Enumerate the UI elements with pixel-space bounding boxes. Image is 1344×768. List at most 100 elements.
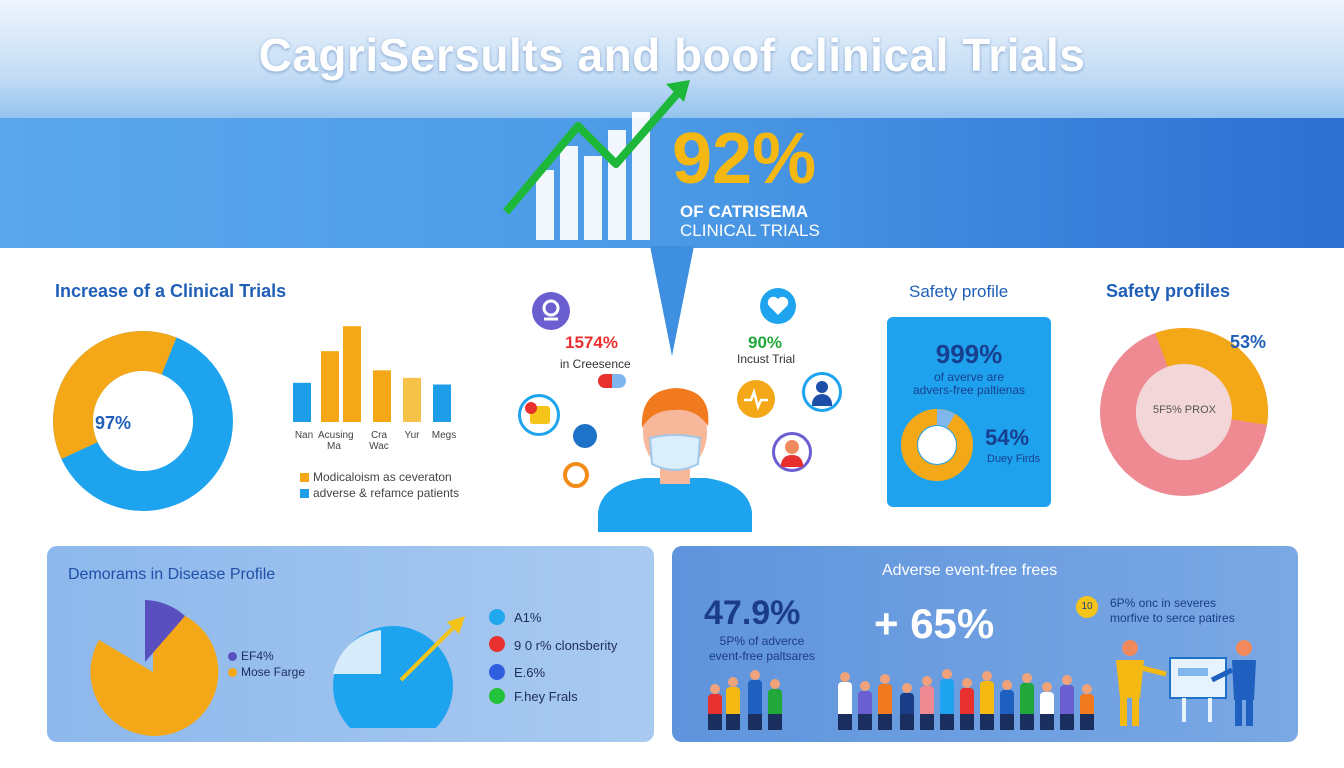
person-figure — [1000, 680, 1014, 730]
person-figure — [980, 671, 994, 730]
center-stat-left-sub: in Creesence — [560, 357, 631, 371]
person-figure — [1020, 673, 1034, 730]
adverse-note: 6P% onc in severes morfive to serce pati… — [1110, 596, 1235, 626]
pie-legend-dot-purple — [228, 652, 237, 661]
page-title: CagriSersults and boof clinical Trials — [258, 29, 1086, 81]
increase-donut-chart — [53, 331, 233, 512]
hero-bar-4 — [608, 130, 626, 240]
safety-profiles-title: Safety profiles — [1106, 281, 1231, 301]
bar-1 — [293, 382, 311, 422]
person-figure — [1040, 682, 1054, 730]
safety-sub-line-2: advers-free paltienas — [912, 383, 1026, 397]
legend-label-2: adverse & refamce patients — [313, 486, 460, 500]
person-figure — [1060, 675, 1074, 730]
dot-navy — [489, 664, 505, 680]
person-figure — [878, 674, 892, 730]
adverse-note-line-2: morfive to serce patires — [1110, 611, 1235, 625]
donut-center-label: 97% — [95, 413, 132, 433]
pulse-icon — [737, 380, 775, 418]
dot-label-1: A1% — [514, 610, 542, 625]
pie-slice-gold — [90, 607, 219, 736]
adverse-plus-value: + 65% — [874, 600, 995, 647]
hero-bar-2 — [560, 146, 578, 240]
bar-tick-label: Megs — [431, 430, 457, 441]
increase-title: Increase of a Clinical Trials — [55, 281, 287, 301]
legend-swatch-blue — [300, 489, 309, 498]
patient-crowd — [708, 664, 1098, 730]
doctor-presentation-illustration — [1116, 640, 1256, 726]
adverse-sub: 5P% of adverce event-free paltsares — [702, 634, 822, 664]
hero-percentage: 92% — [672, 119, 817, 199]
globe-icon — [573, 424, 597, 448]
safety-donut-value: 54% — [985, 425, 1030, 450]
person-figure — [708, 684, 722, 730]
callout-tail — [650, 246, 694, 356]
pie-slice-purple — [145, 600, 185, 662]
center-stat-right-sub: Incust Trial — [737, 352, 796, 366]
dot-label-4: F.hey Frals — [514, 689, 578, 704]
doctor-icon — [802, 372, 842, 412]
hero-caption-line-1: OF CATRISEMA — [680, 202, 809, 221]
center-stat-right: 90% — [748, 333, 783, 352]
pin-icon — [532, 292, 570, 330]
bar-tick-label: Nan — [294, 430, 314, 441]
person-figure — [960, 678, 974, 730]
safety-donut-label: Duey Firds — [987, 453, 1041, 465]
arrow-head-icon — [666, 80, 690, 102]
dot-label-3: E.6% — [514, 665, 546, 680]
hero-bar-1 — [536, 170, 554, 240]
heart-icon — [760, 288, 796, 324]
bar-4 — [373, 370, 391, 422]
person-figure — [838, 672, 852, 730]
bar-5 — [403, 377, 421, 422]
safety-sub-text: of averve are advers-free paltienas — [887, 371, 1051, 397]
patient-figure — [598, 388, 752, 532]
safety-profile-title: Safety profile — [909, 282, 1009, 301]
person-figure — [726, 677, 740, 730]
person-figure — [768, 679, 782, 730]
increase-bar-chart — [293, 326, 451, 422]
adverse-sub-line-2: event-free paltsares — [708, 649, 816, 663]
pie-legend-1: EF4% — [241, 649, 274, 663]
bar-tick-label: Acusing Ma — [318, 430, 354, 452]
hero-growth-chart — [502, 80, 690, 240]
dot-blue — [489, 609, 505, 625]
person-figure — [748, 670, 762, 730]
dot-label-2: 9 0 r% clonsberity — [514, 638, 618, 653]
safety-sub-line-1: of averve are — [933, 370, 1005, 384]
person-figure — [1080, 684, 1094, 730]
pie-legend-dot-gold — [228, 668, 237, 677]
pill-icon — [598, 374, 626, 388]
hero-caption-line-2: CLINICAL TRIALS — [680, 221, 820, 240]
safety-big-value: 999% — [935, 339, 1003, 369]
orange-badge-icon — [563, 462, 589, 488]
legend-swatch-gold — [300, 473, 309, 482]
person-figure — [900, 683, 914, 730]
document-icon — [518, 394, 560, 436]
bar-6 — [433, 384, 451, 422]
demographics-pie — [90, 600, 219, 736]
bar-3 — [343, 326, 361, 422]
safety-profiles-center: 5F5% PROX — [1153, 404, 1216, 416]
adverse-note-line-1: 6P% onc in severes — [1110, 596, 1217, 610]
bar-tick-label: Cra Wac — [369, 430, 389, 452]
adverse-title: Adverse event-free frees — [882, 562, 1058, 579]
hero-trend-arrow — [502, 83, 688, 215]
legend-label-1: Modicaloism as ceveraton — [313, 470, 452, 484]
adverse-badge: 10 — [1076, 596, 1098, 618]
safety-donut-chart — [901, 409, 973, 481]
dot-red — [489, 636, 505, 652]
pie-legend-2: Mose Farge — [241, 665, 306, 679]
hero-caption: OF CATRISEMA CLINICAL TRIALS — [680, 202, 820, 240]
user-avatar-icon — [772, 432, 812, 472]
demographics-title: Demorams in Disease Profile — [68, 566, 276, 583]
hero-bar-3 — [584, 156, 602, 240]
bar-tick-label: Yur — [404, 430, 420, 441]
header-banner — [0, 0, 1344, 248]
person-figure — [920, 676, 934, 730]
center-stat-left: 1574% — [565, 333, 618, 352]
safety-profile-card: 999% of averve are advers-free paltienas… — [887, 317, 1051, 507]
person-figure — [858, 681, 872, 730]
adverse-big-value: 47.9% — [704, 594, 801, 632]
safety-profiles-donut — [1100, 328, 1268, 496]
